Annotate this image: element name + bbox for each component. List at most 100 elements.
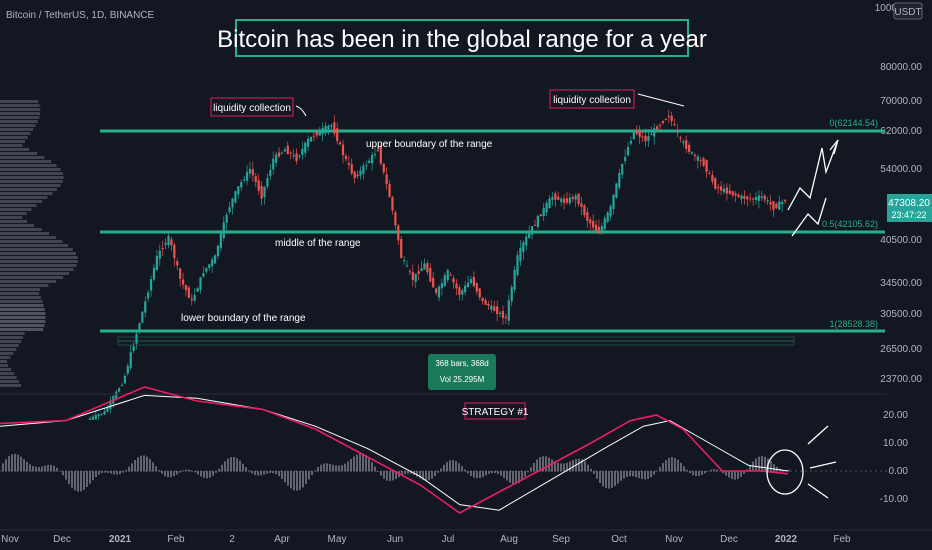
histogram-bar [149,458,151,472]
histogram-bar [170,471,172,478]
candle-body [699,160,702,162]
candle-body [516,255,519,275]
candle-body [359,170,362,176]
histogram-bar [299,471,301,490]
candle-body [318,129,321,136]
candle-body [132,346,135,352]
histogram-bar [632,471,634,477]
histogram-bar [110,471,112,474]
volume-profile-bar [0,364,9,367]
price-axis[interactable] [887,0,932,530]
volume-profile-bar [0,372,15,375]
histogram-bar [209,471,211,478]
histogram-bar [710,469,712,472]
candle-body [397,225,400,241]
histogram-bar [542,456,544,472]
candle-body [658,124,662,126]
currency-button[interactable]: USDT [893,2,923,20]
candle-body [452,277,455,283]
candle-body [135,333,138,344]
candle-body [403,259,406,262]
candle-body [257,180,260,191]
histogram-bar [215,471,217,473]
time-axis[interactable]: Nov Dec 2021 Feb 2 Apr May Jun Jul Aug Sep Oct Nov De… [1,534,851,545]
histogram-bar [608,471,610,489]
histogram-bar [365,455,367,472]
candle-body [757,195,761,201]
volume-profile-bar [0,300,43,303]
histogram-bar [218,468,220,472]
candle-body [466,282,470,287]
annotation-liquidity-left[interactable]: liquidity collection [210,97,307,117]
candle-body [301,148,304,155]
candle-body [88,418,92,420]
histogram-bar [614,471,616,486]
histogram-bar [587,464,589,472]
histogram-bar [32,466,34,472]
histogram-bar [233,457,235,472]
candle-body [158,250,161,259]
candle-body [647,136,650,141]
histogram-bar [428,471,430,481]
price-tick-label: 34500.00 [880,278,922,289]
indicator-slow-line [0,394,789,511]
histogram-bar [584,461,586,472]
volume-profile-bar [0,296,41,299]
histogram-bar [443,464,445,472]
histogram-bar [350,458,352,472]
candle-body [475,283,478,292]
candle-body [414,273,417,282]
candle-body [589,219,592,224]
time-tick-label: Sep [552,534,570,545]
volume-profile-bar [0,348,17,351]
histogram-bar [314,470,316,472]
candle-body [423,263,426,270]
candle-body [304,142,307,153]
candle-body [251,169,254,176]
strategy-label[interactable]: STRATEGY #1 [462,402,529,420]
candle-body [371,154,374,164]
candle-body [664,119,667,121]
volume-profile-bar [0,276,64,279]
histogram-bar [281,471,283,480]
currency-button-bg[interactable] [893,2,923,20]
histogram-bar [302,471,304,488]
candle-body [312,135,316,137]
volume-profile-bar [0,192,53,195]
time-tick-label: 2 [229,534,235,545]
candle-body [536,216,539,228]
histogram-bar [737,471,739,479]
candle-body [586,212,589,221]
volume-profile-bar [0,328,44,331]
candle-body [685,140,688,150]
histogram-bar [404,471,406,475]
candle-body [426,263,429,273]
histogram-bar [755,458,757,472]
candle-body [615,183,618,198]
histogram-bar [440,468,442,472]
candle-body [778,201,781,210]
histogram-bar [425,471,427,481]
candle-body [429,267,432,282]
candle-body [772,201,775,210]
time-tick-label: Jun [387,534,403,545]
time-tick-label: 2021 [109,534,132,545]
histogram-bar [716,469,718,472]
histogram-bar [56,467,58,472]
histogram-bar [512,471,514,484]
candle-body [568,197,571,204]
histogram-bar [533,462,535,472]
histogram-bar [83,471,85,490]
volume-profile-bar [0,160,52,163]
histogram-bar [662,463,664,472]
annotation-liquidity-right[interactable]: liquidity collection [549,89,685,109]
histogram-bar [203,471,205,478]
histogram-bar [422,471,424,480]
histogram-bar [386,471,388,481]
histogram-bar [473,471,475,478]
candle-body [498,312,502,315]
volume-profile-bar [0,212,27,215]
candle-body [472,276,475,287]
histogram-bar [476,471,478,479]
candle-body [350,164,353,174]
